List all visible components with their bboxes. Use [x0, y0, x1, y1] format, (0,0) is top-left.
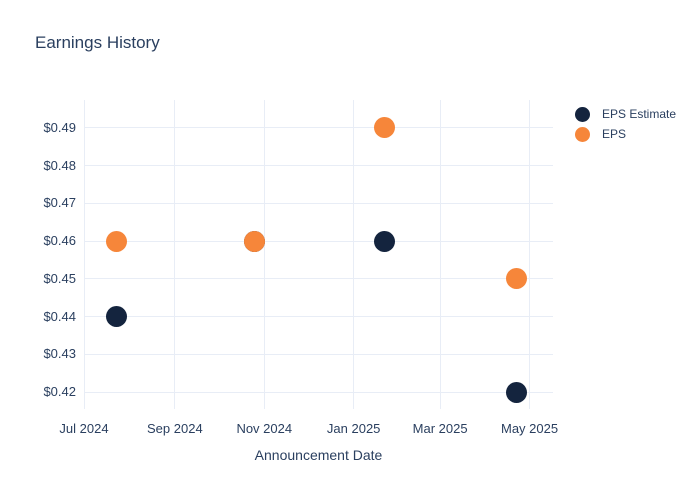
h-gridline [84, 278, 553, 280]
legend-item-label: EPS [602, 127, 627, 141]
x-tick-label: Jul 2024 [59, 421, 109, 436]
v-gridline [439, 100, 441, 409]
legend: EPS Estimate EPS [570, 104, 676, 144]
y-tick-label: $0.43 [43, 346, 76, 362]
eps-estimate-legend-marker-icon [575, 106, 590, 122]
y-tick-label: $0.47 [43, 195, 76, 211]
v-gridline [83, 100, 85, 409]
data-point-eps[interactable] [243, 230, 265, 252]
v-gridline [174, 100, 176, 409]
y-tick-label: $0.48 [43, 157, 76, 173]
x-tick-label: Sep 2024 [147, 421, 203, 436]
x-tick-label: Nov 2024 [236, 421, 293, 436]
h-gridline [84, 391, 553, 393]
data-point-eps[interactable] [105, 230, 127, 252]
eps-legend-marker-icon [575, 126, 590, 142]
h-gridline [84, 165, 553, 167]
h-gridline [84, 202, 553, 204]
y-tick-label: $0.49 [43, 119, 76, 135]
y-tick-label: $0.46 [43, 233, 76, 249]
data-point-eps-estimate[interactable] [373, 230, 395, 252]
h-gridline [84, 127, 553, 129]
x-tick-label: Mar 2025 [412, 421, 468, 436]
y-tick-label: $0.44 [43, 308, 76, 324]
data-point-eps-estimate[interactable] [505, 381, 527, 403]
data-point-eps-estimate[interactable] [105, 306, 127, 328]
x-axis-title: Announcement Date [254, 447, 383, 463]
h-gridline [84, 353, 553, 355]
v-gridline [353, 100, 355, 409]
v-gridline [529, 100, 531, 409]
plot-area [84, 100, 553, 409]
h-gridline [84, 316, 553, 318]
legend-item-eps-estimate[interactable]: EPS Estimate [570, 104, 676, 124]
x-tick-label: May 2025 [501, 421, 559, 436]
legend-item-label: EPS Estimate [602, 107, 677, 121]
chart-title: Earnings History [35, 33, 160, 52]
x-tick-label: Jan 2025 [326, 421, 381, 436]
y-tick-label: $0.42 [43, 384, 76, 400]
y-tick-label: $0.45 [43, 270, 76, 286]
data-point-eps[interactable] [373, 117, 395, 139]
data-point-eps[interactable] [505, 268, 527, 290]
v-gridline [263, 100, 265, 409]
legend-item-eps[interactable]: EPS [570, 124, 676, 144]
h-gridline [84, 240, 553, 242]
